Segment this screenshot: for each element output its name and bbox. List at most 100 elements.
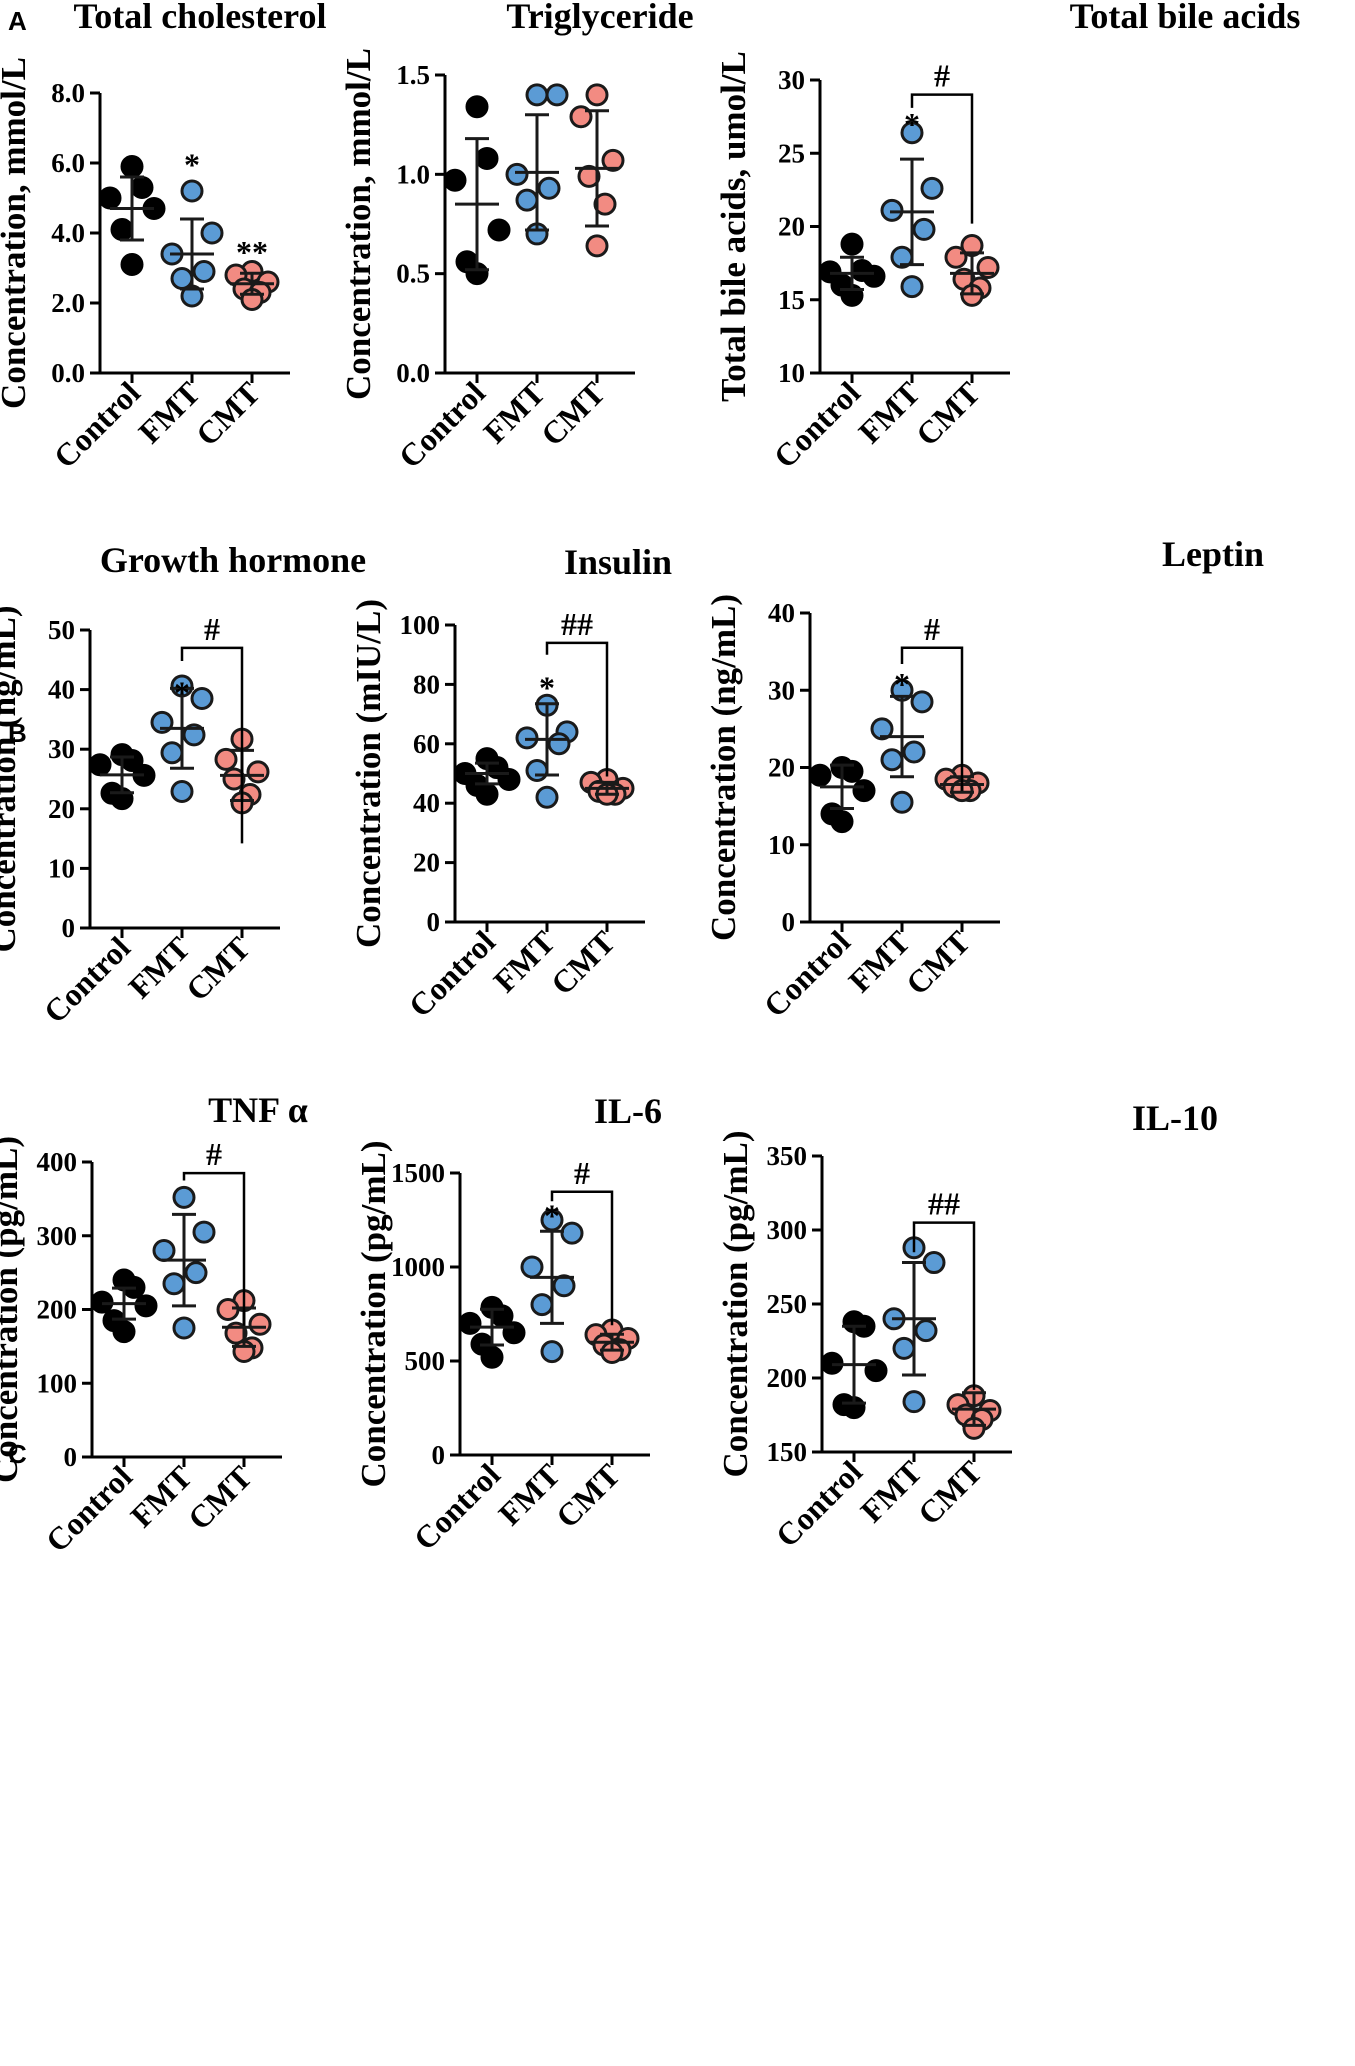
chart-4-y-tick-label: 30 [48, 734, 75, 764]
chart-9-y-tick-label: 250 [767, 1289, 808, 1319]
chart-4-x-tick-label-fmt: FMT [121, 929, 197, 1005]
chart-7-x-tick-label-fmt: FMT [123, 1458, 199, 1534]
chart-6-point-control [808, 763, 832, 787]
chart-6-y-tick-label: 0 [782, 907, 796, 937]
chart-8-significance-fmt: * [544, 1197, 560, 1233]
chart-4-title: Growth hormone [100, 540, 366, 580]
chart-8-y-tick-label: 1000 [391, 1252, 445, 1282]
chart-5-x-tick-label-fmt: FMT [486, 923, 562, 999]
chart-6-point-fmt [880, 748, 904, 772]
chart-6-bracket-label: # [924, 611, 940, 647]
chart-2-point-fmt [537, 176, 561, 200]
chart-4-y-axis-label: Concentration (ng/mL) [0, 605, 23, 952]
chart-5-y-tick-label: 40 [413, 788, 440, 818]
chart-7-comparison-bracket [182, 1171, 246, 1326]
chart-9-y-tick-label: 300 [767, 1215, 808, 1245]
chart-4-point-cmt [214, 747, 238, 771]
chart-9-bracket-label: ## [928, 1186, 960, 1222]
chart-1-point-control [98, 186, 122, 210]
chart-9-point-fmt [902, 1390, 926, 1414]
chart-5-bracket-label: ## [561, 606, 593, 642]
chart-7-point-fmt [172, 1316, 196, 1340]
chart-9-point-fmt [922, 1251, 946, 1275]
chart-6-title: Leptin [1162, 534, 1264, 574]
chart-5-y-tick-label: 80 [413, 669, 440, 699]
chart-3-y-tick-label: 30 [778, 65, 805, 95]
chart-8-y-tick-label: 0 [432, 1440, 446, 1470]
chart-2-point-cmt [593, 192, 617, 216]
chart-3-x-tick-label-cmt: CMT [909, 374, 987, 452]
chart-1-point-control [110, 218, 134, 241]
chart-3-y-tick-label: 25 [778, 138, 805, 168]
chart-2-point-fmt [525, 83, 549, 107]
chart-3-title: Total bile acids [1070, 0, 1301, 36]
chart-1-y-tick-label: 2.0 [51, 288, 85, 318]
chart-5-y-tick-label: 20 [413, 848, 440, 878]
chart-5-point-fmt [525, 759, 549, 783]
chart-6-point-control [852, 779, 876, 803]
chart-8-point-fmt [520, 1255, 544, 1279]
chart-3-y-tick-label: 20 [778, 212, 805, 242]
chart-9-x-tick-label-cmt: CMT [911, 1453, 989, 1531]
chart-8-title: IL-6 [594, 1091, 662, 1131]
chart-4-y-tick-label: 50 [48, 615, 75, 645]
chart-5-y-tick-label: 0 [427, 907, 441, 937]
chart-8-x-tick-label-fmt: FMT [491, 1456, 567, 1532]
panel-label-b: B [8, 718, 27, 748]
chart-7-y-tick-label: 400 [37, 1147, 78, 1177]
chart-7-bracket-label: # [206, 1136, 222, 1172]
chart-4-comparison-bracket [180, 646, 244, 844]
chart-4-point-control [88, 753, 112, 777]
chart-1-point-control [120, 253, 144, 276]
chart-7-y-tick-label: 0 [64, 1442, 78, 1472]
chart-6-point-control [830, 810, 854, 834]
chart-7-point-fmt [152, 1239, 176, 1262]
chart-6-y-tick-label: 20 [768, 753, 795, 783]
chart-5-point-fmt [547, 732, 571, 756]
chart-1-significance-cmt: ** [236, 234, 268, 270]
panel-label-c: C [8, 1439, 27, 1469]
chart-3-point-fmt [900, 275, 924, 299]
chart-7-y-tick-label: 300 [37, 1221, 78, 1251]
chart-7-point-cmt [248, 1312, 272, 1336]
chart-2-point-fmt [545, 83, 569, 107]
chart-8-x-tick-label-cmt: CMT [549, 1456, 627, 1534]
chart-5-comparison-bracket [545, 641, 609, 777]
chart-3-y-axis-label: Total bile acids, umol/L [714, 51, 753, 402]
chart-5-x-tick-label-cmt: CMT [544, 923, 622, 1001]
chart-2-y-tick-label: 0.5 [396, 259, 430, 289]
chart-4-y-tick-label: 0 [62, 913, 76, 943]
chart-2-y-axis-label: Concentration, mmol/L [339, 48, 378, 400]
chart-5-y-axis-label: Concentration (mIU/L) [349, 599, 388, 948]
chart-6-point-fmt [902, 740, 926, 764]
chart-2-point-control [475, 146, 499, 170]
chart-3-y-tick-label: 15 [778, 285, 805, 315]
chart-3-point-control [840, 232, 864, 256]
chart-7-point-fmt [192, 1220, 216, 1244]
chart-9-point-fmt [892, 1336, 916, 1360]
chart-2-x-tick-label-cmt: CMT [534, 374, 612, 452]
chart-8-point-fmt [540, 1340, 564, 1364]
chart-3-significance-fmt: * [904, 106, 920, 142]
chart-4-point-cmt [246, 760, 270, 784]
chart-9-comparison-bracket [912, 1221, 976, 1390]
chart-8-point-fmt [530, 1293, 554, 1317]
chart-6-y-tick-label: 40 [768, 598, 795, 628]
chart-4-y-tick-label: 20 [48, 794, 75, 824]
chart-8-y-axis-label: Concentration (pg/mL) [354, 1140, 393, 1487]
chart-5-y-tick-label: 100 [400, 610, 441, 640]
chart-2-y-tick-label: 1.5 [396, 60, 430, 90]
chart-4-y-tick-label: 40 [48, 675, 75, 705]
chart-7-point-fmt [172, 1185, 196, 1209]
chart-3-point-cmt [944, 245, 968, 269]
chart-2-point-cmt [585, 234, 609, 258]
chart-8-point-fmt [552, 1274, 576, 1298]
panel-label-a: A [8, 6, 27, 36]
chart-1-title: Total cholesterol [74, 0, 327, 36]
chart-9-y-tick-label: 350 [767, 1141, 808, 1171]
chart-8-point-control [458, 1311, 482, 1335]
chart-2-point-cmt [601, 148, 625, 172]
chart-7-y-tick-label: 200 [37, 1295, 78, 1325]
chart-6-point-fmt [910, 690, 934, 714]
